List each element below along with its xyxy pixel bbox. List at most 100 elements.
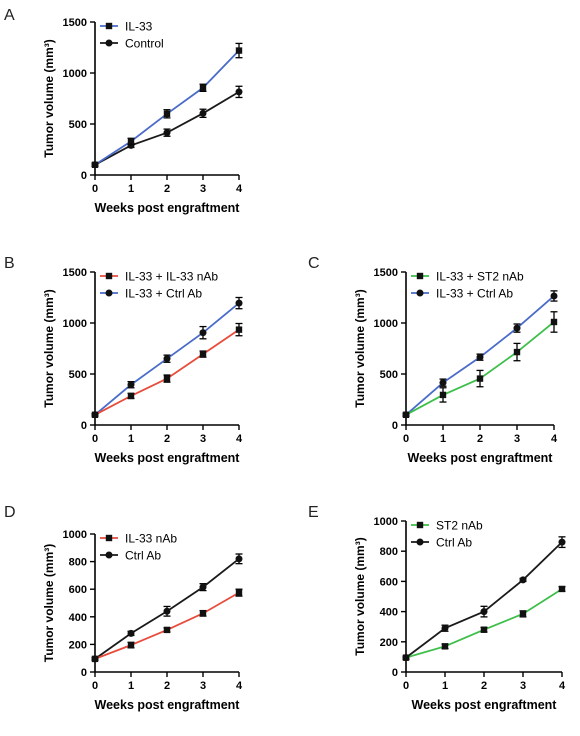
data-point — [513, 348, 521, 356]
data-point — [91, 411, 99, 418]
data-point — [402, 654, 410, 661]
y-tick-label: 1000 — [63, 68, 87, 80]
data-point — [550, 318, 558, 326]
y-tick-label: 800 — [69, 557, 87, 569]
y-tick-label: 1000 — [374, 516, 398, 528]
x-tick-label: 4 — [236, 183, 243, 195]
legend-label: ST2 nAb — [436, 519, 483, 533]
y-tick-label: 1000 — [63, 318, 87, 330]
y-tick-label: 600 — [69, 584, 87, 596]
series-line — [405, 321, 555, 416]
data-point — [558, 585, 566, 593]
panel-b: B 0 500 1000 1500 0 1 2 3 4 Weeks post engraftment… — [4, 255, 243, 465]
x-tick-label: 0 — [92, 433, 98, 445]
legend-label: Control — [125, 37, 164, 51]
x-tick-label: 2 — [477, 433, 483, 445]
y-tick-label: 0 — [81, 420, 87, 432]
panel-d: D 0 200 400 600 800 1000 0 1 2 3 4 Weeks post engraf… — [4, 504, 243, 712]
y-tick-label: 800 — [380, 546, 398, 558]
y-tick-label: 1500 — [374, 267, 398, 279]
x-tick-label: 1 — [442, 680, 448, 692]
x-tick-label: 0 — [92, 680, 98, 692]
data-point — [558, 538, 566, 546]
x-tick-label: 4 — [559, 680, 566, 692]
data-point — [476, 353, 484, 361]
x-axis-label: Weeks post engraftment — [95, 451, 241, 465]
data-point — [439, 391, 447, 399]
y-axis-label: Tumor volume (mm³) — [353, 537, 367, 655]
y-tick-label: 600 — [380, 576, 398, 588]
y-tick-label: 500 — [69, 119, 87, 131]
series-line — [405, 588, 563, 659]
y-tick-label: 500 — [69, 369, 87, 381]
y-tick-label: 200 — [69, 639, 87, 651]
x-tick-label: 3 — [200, 433, 206, 445]
data-point — [402, 411, 410, 418]
legend-marker — [105, 289, 113, 297]
data-point — [127, 392, 135, 400]
data-point — [519, 576, 527, 584]
legend-marker — [416, 521, 424, 529]
x-axis-label: Weeks post engraftment — [408, 451, 554, 465]
y-tick-label: 0 — [392, 420, 398, 432]
data-point — [199, 350, 207, 358]
series-line — [94, 49, 240, 166]
data-point — [163, 626, 171, 634]
legend-marker — [105, 22, 113, 30]
series-line — [405, 541, 563, 659]
data-point — [163, 129, 171, 137]
panel-letter: E — [308, 504, 319, 521]
y-axis-label: Tumor volume (mm³) — [353, 289, 367, 407]
x-tick-label: 3 — [514, 433, 520, 445]
x-tick-label: 1 — [440, 433, 446, 445]
panel-letter: B — [4, 255, 15, 272]
data-point — [513, 324, 521, 332]
y-axis-label: Tumor volume (mm³) — [42, 544, 56, 662]
x-tick-label: 1 — [128, 433, 134, 445]
data-point — [480, 608, 488, 616]
data-point — [91, 655, 99, 663]
legend-marker — [105, 39, 113, 47]
panel-letter: A — [4, 7, 15, 24]
x-tick-label: 3 — [200, 183, 206, 195]
legend-marker — [105, 551, 113, 559]
y-axis-label: Tumor volume (mm³) — [42, 289, 56, 407]
data-point — [199, 109, 207, 117]
x-tick-label: 3 — [200, 680, 206, 692]
legend-label: IL-33 nAb — [125, 532, 177, 546]
data-point — [127, 629, 135, 637]
y-tick-label: 0 — [392, 667, 398, 679]
legend-marker — [105, 534, 113, 542]
y-tick-label: 1500 — [63, 17, 87, 29]
data-point — [199, 84, 207, 91]
data-point — [519, 610, 527, 618]
legend-label: IL-33 — [125, 20, 153, 34]
panel-letter: D — [4, 504, 16, 521]
legend-label: Ctrl Ab — [436, 536, 472, 550]
y-tick-label: 0 — [81, 170, 87, 182]
data-point — [163, 375, 171, 382]
panel-a: A 0 500 1000 1500 0 1 2 3 4 Weeks post engraftment… — [4, 7, 243, 215]
x-tick-label: 2 — [164, 183, 170, 195]
data-point — [480, 626, 488, 633]
data-point — [163, 110, 171, 117]
panel-letter: C — [308, 255, 320, 272]
data-point — [550, 292, 558, 300]
y-tick-label: 1000 — [63, 529, 87, 541]
x-tick-label: 3 — [520, 680, 526, 692]
data-point — [91, 161, 99, 168]
data-point — [163, 607, 171, 615]
y-tick-label: 1000 — [374, 318, 398, 330]
x-tick-label: 0 — [403, 433, 409, 445]
legend-marker — [105, 272, 113, 280]
legend-marker — [416, 289, 424, 297]
data-point — [441, 624, 449, 632]
series-line — [94, 328, 240, 416]
data-point — [439, 379, 447, 387]
data-point — [476, 375, 484, 382]
y-tick-label: 500 — [380, 369, 398, 381]
x-tick-label: 4 — [236, 433, 243, 445]
x-tick-label: 2 — [164, 680, 170, 692]
